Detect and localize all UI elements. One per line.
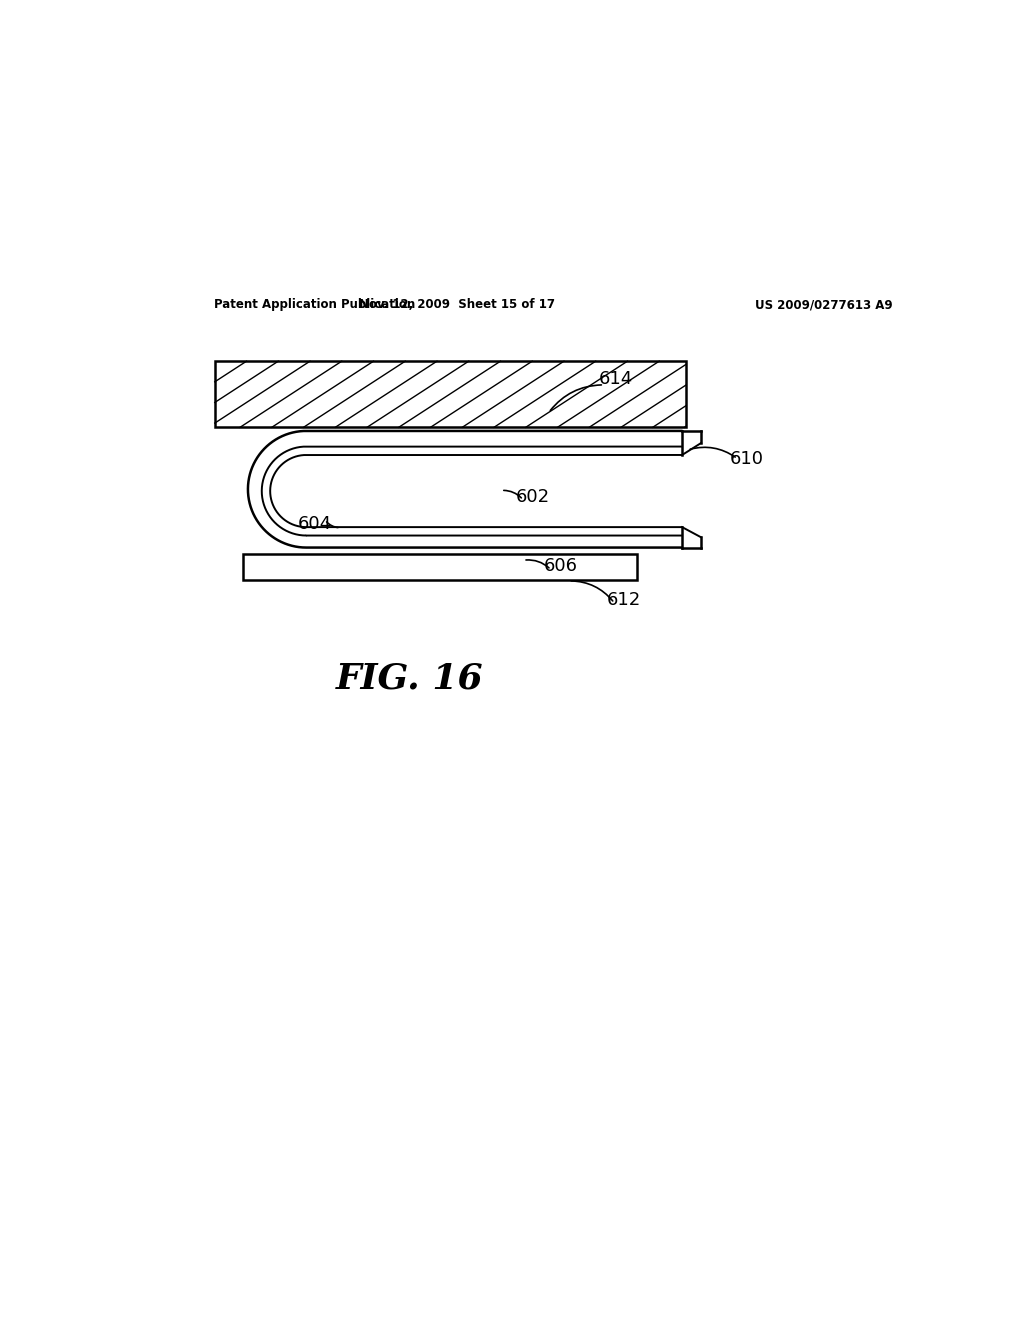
Text: 606: 606	[544, 557, 578, 574]
Bar	[215, 362, 686, 428]
Text: FIG. 16: FIG. 16	[336, 661, 483, 696]
Text: Patent Application Publication: Patent Application Publication	[214, 298, 415, 312]
Text: US 2009/0277613 A9: US 2009/0277613 A9	[755, 298, 893, 312]
Text: 612: 612	[607, 591, 641, 609]
Text: 604: 604	[297, 515, 332, 533]
Text: 610: 610	[730, 450, 764, 467]
Text: 602: 602	[516, 488, 550, 506]
Text: 614: 614	[599, 371, 633, 388]
Bar	[243, 553, 637, 579]
Text: Nov. 12, 2009  Sheet 15 of 17: Nov. 12, 2009 Sheet 15 of 17	[359, 298, 555, 312]
